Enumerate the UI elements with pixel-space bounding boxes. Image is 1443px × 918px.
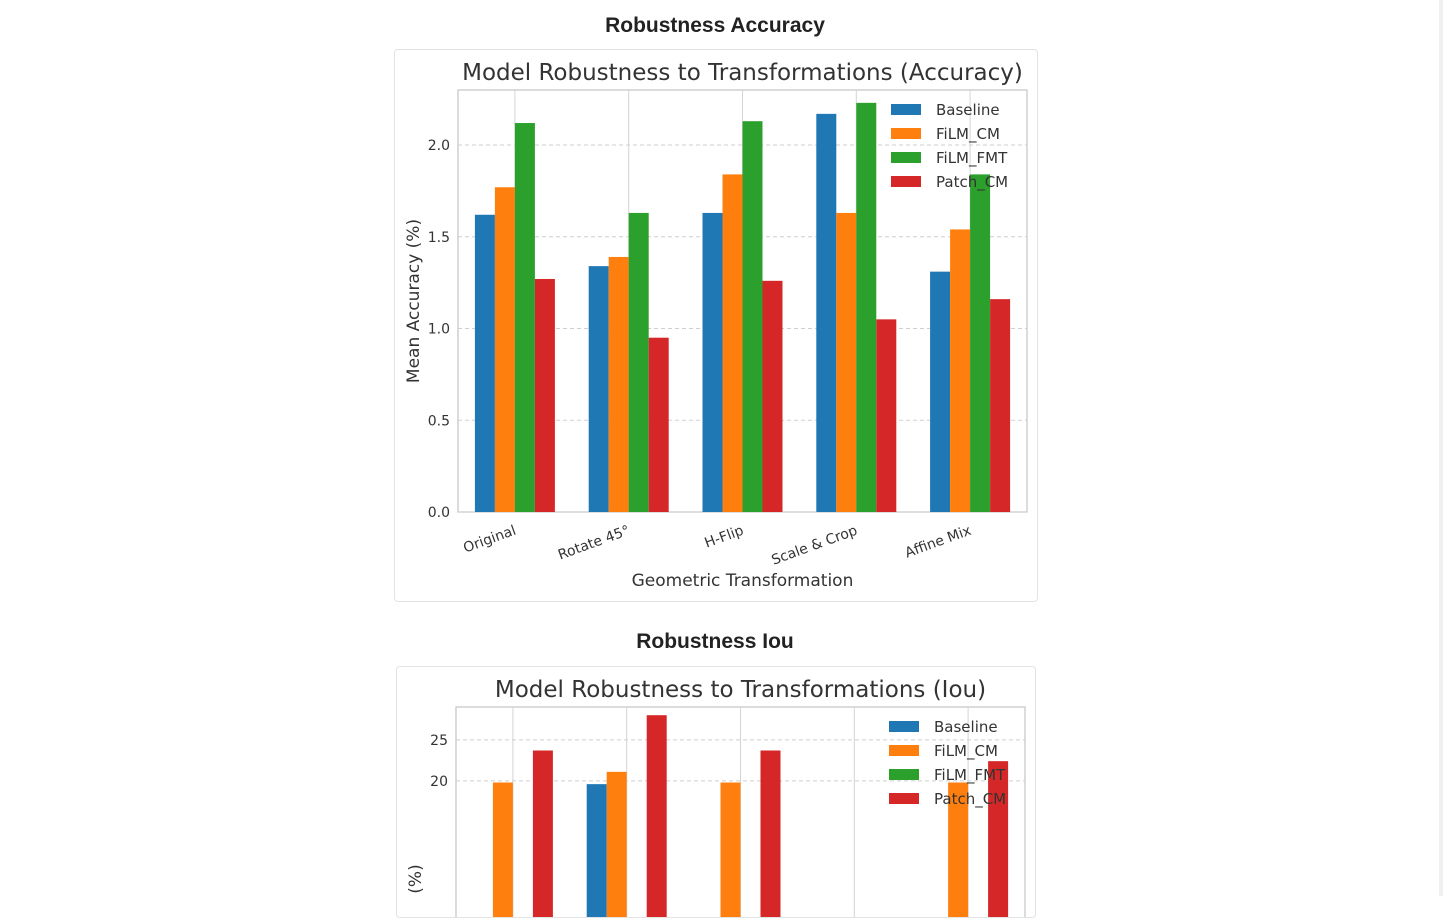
- legend-entry: FiLM_CM: [934, 742, 998, 761]
- bar-film-fmt: [514, 123, 535, 512]
- bar-patch-cm: [988, 761, 1009, 917]
- bar-baseline: [816, 113, 837, 512]
- y-tick-label: 0.0: [428, 505, 450, 521]
- bar-film-cm: [720, 782, 741, 917]
- bar-baseline: [588, 266, 609, 512]
- legend-entry: Baseline: [936, 101, 1000, 119]
- bar-film-fmt: [628, 212, 649, 513]
- legend-swatch: [891, 104, 921, 115]
- bar-patch-cm: [762, 280, 783, 512]
- bar-patch-cm: [532, 750, 553, 917]
- bar-film-fmt: [742, 121, 763, 512]
- x-axis-label: Geometric Transformation: [632, 571, 854, 591]
- bar-film-cm: [950, 229, 971, 512]
- page-scrollbar[interactable]: [1439, 0, 1443, 896]
- bar-patch-cm: [646, 715, 667, 917]
- legend-swatch: [891, 152, 921, 163]
- y-tick-label: 20: [430, 774, 448, 790]
- chart-card-iou: Model Robustness to Transformations (Iou…: [396, 666, 1036, 918]
- legend-swatch: [889, 793, 919, 804]
- bar-film-cm: [492, 782, 513, 917]
- bar-baseline: [702, 212, 723, 513]
- bar-baseline: [474, 214, 495, 513]
- y-tick-label: 0.5: [428, 413, 450, 429]
- bar-patch-cm: [648, 337, 669, 512]
- bar-patch-cm: [876, 319, 897, 512]
- iou-bar-chart: Model Robustness to Transformations (Iou…: [406, 677, 1026, 917]
- legend-swatch: [889, 745, 919, 756]
- bar-film-cm: [836, 212, 857, 513]
- bar-baseline: [930, 271, 951, 512]
- y-tick-label: 2.0: [428, 138, 450, 154]
- x-tick-label: Affine Mix: [903, 523, 974, 562]
- bar-film-fmt: [856, 102, 877, 512]
- y-axis-label: Mean Accuracy (%): [404, 219, 424, 383]
- bar-baseline: [586, 784, 607, 917]
- bar-film-cm: [722, 174, 743, 512]
- legend-entry: FiLM_FMT: [934, 766, 1006, 785]
- legend-entry: FiLM_CM: [936, 125, 1000, 144]
- legend-swatch: [889, 721, 919, 732]
- x-tick-label: Scale & Crop: [769, 523, 859, 569]
- chart-card-accuracy: Model Robustness to Transformations (Acc…: [394, 49, 1038, 602]
- legend-swatch: [889, 769, 919, 780]
- x-tick-label: Rotate 45°: [556, 523, 632, 564]
- bar-patch-cm: [990, 299, 1011, 512]
- bar-patch-cm: [760, 750, 781, 917]
- chart-title: Model Robustness to Transformations (Acc…: [462, 60, 1023, 86]
- section-heading-accuracy: Robustness Accuracy: [605, 14, 825, 37]
- legend-entry: Patch_CM: [934, 790, 1006, 809]
- bar-film-cm: [948, 782, 969, 917]
- accuracy-bar-chart: Model Robustness to Transformations (Acc…: [404, 60, 1028, 591]
- section-heading-iou: Robustness Iou: [636, 630, 794, 653]
- bar-film-cm: [608, 256, 629, 512]
- x-tick-label: Original: [461, 523, 518, 557]
- legend-swatch: [891, 128, 921, 139]
- bar-film-fmt: [970, 174, 991, 512]
- legend-entry: Baseline: [934, 718, 998, 736]
- bar-film-cm: [606, 771, 627, 917]
- y-axis-label: (%): [406, 864, 426, 893]
- legend-swatch: [891, 176, 921, 187]
- legend-entry: Patch_CM: [936, 173, 1008, 192]
- legend-entry: FiLM_FMT: [936, 149, 1008, 168]
- y-tick-label: 1.5: [428, 230, 450, 246]
- y-tick-label: 1.0: [428, 322, 450, 338]
- bar-patch-cm: [534, 278, 555, 512]
- chart-title: Model Robustness to Transformations (Iou…: [495, 677, 986, 703]
- bar-film-cm: [494, 187, 515, 513]
- x-tick-label: H-Flip: [703, 523, 746, 552]
- y-tick-label: 25: [430, 733, 448, 749]
